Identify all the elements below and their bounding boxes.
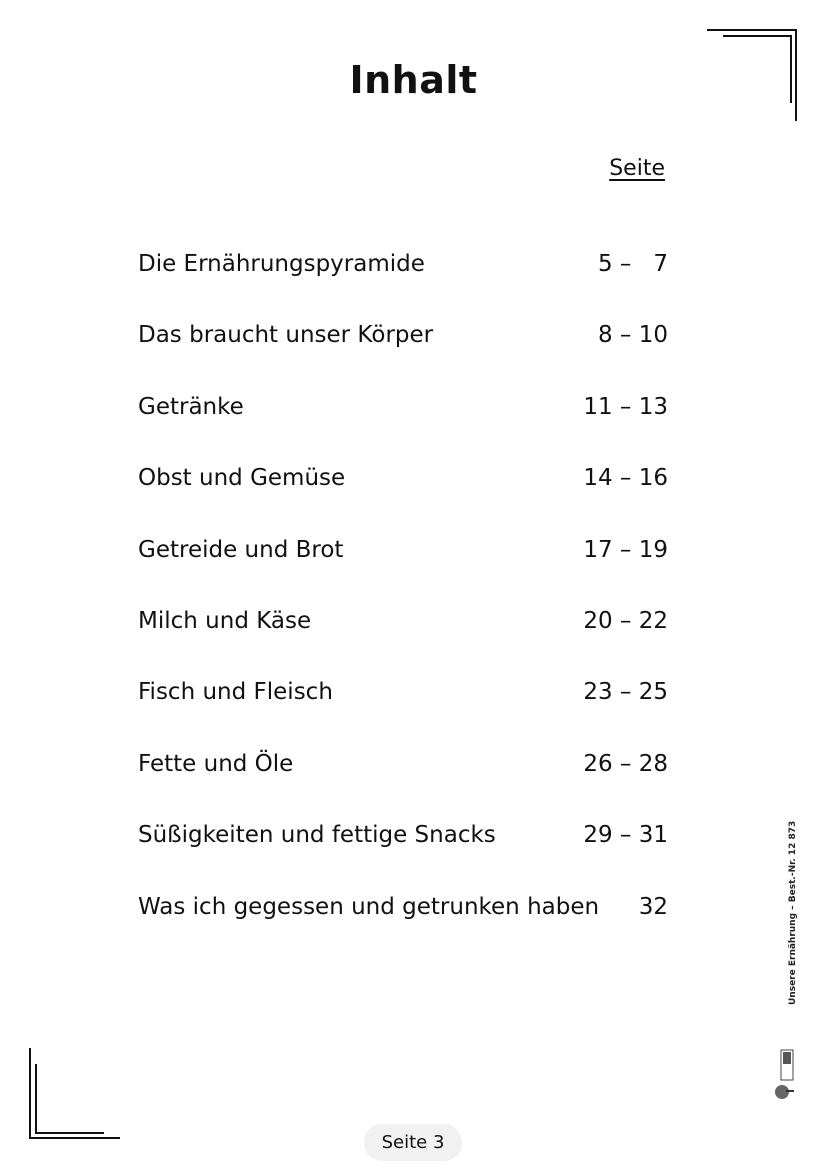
page-number-badge: Seite 3 (364, 1124, 462, 1161)
series-info: Unsere Ernährung – Best.-Nr. 12 873 (788, 820, 798, 1005)
toc-entry: Getreide und Brot 17 – 19 (138, 537, 668, 573)
toc-entry: Das braucht unser Körper 8 – 10 (138, 322, 668, 358)
toc-entry: Getränke 11 – 13 (138, 394, 668, 430)
toc-entry-title: Fisch und Fleisch (138, 679, 333, 706)
page-title: Inhalt (349, 58, 478, 102)
corner-ornament (790, 35, 792, 103)
publisher-logo (772, 1020, 796, 1100)
toc-entry-title: Fette und Öle (138, 750, 294, 777)
toc-entry: Obst und Gemüse 14 – 16 (138, 465, 668, 501)
toc-entry-title: Das braucht unser Körper (138, 322, 434, 349)
toc-entry-pages: 8 – 10 (597, 322, 668, 349)
toc-entry-title: Milch und Käse (138, 608, 312, 634)
toc-entry-pages: 32 (638, 893, 668, 920)
corner-ornament (707, 29, 797, 31)
toc-entry-pages: 17 – 19 (583, 536, 668, 563)
toc-entry-pages: 26 – 28 (583, 750, 668, 777)
corner-ornament (35, 1132, 104, 1134)
toc-entry-pages: 14 – 16 (583, 465, 668, 492)
toc-entry: Fette und Öle 26 – 28 (138, 751, 668, 787)
toc-entry: Fisch und Fleisch 23 – 25 (138, 679, 668, 715)
toc-entry-title: Getränke (138, 393, 244, 420)
toc-entry-title: Die Ernährungspyramide (138, 251, 425, 277)
toc-entry-pages: 29 – 31 (583, 822, 668, 849)
toc-entry-title: Süßigkeiten und fettige Snacks (138, 822, 496, 849)
toc-entry-pages: 11 – 13 (583, 393, 668, 420)
toc-entry-title: Obst und Gemüse (138, 465, 346, 492)
toc-entry: Süßigkeiten und fettige Snacks 29 – 31 (138, 822, 668, 858)
corner-ornament (795, 29, 797, 121)
corner-ornament (35, 1064, 37, 1134)
toc-entry: Was ich gegessen und getrunken haben 32 (138, 894, 668, 930)
toc-entry: Die Ernährungspyramide 5 – 7 (138, 251, 668, 287)
toc-entry: Milch und Käse 20 – 22 (138, 608, 668, 644)
toc-entry-pages: 5 – 7 (597, 251, 668, 277)
toc-entry-pages: 23 – 25 (583, 679, 668, 706)
corner-ornament (29, 1048, 31, 1139)
toc-entry-title: Was ich gegessen und getrunken haben (138, 893, 600, 920)
toc-entry-pages: 20 – 22 (583, 608, 668, 634)
corner-ornament (29, 1137, 120, 1139)
corner-ornament (723, 35, 792, 37)
page-column-header: Seite (609, 156, 665, 181)
toc-entry-title: Getreide und Brot (138, 536, 344, 563)
